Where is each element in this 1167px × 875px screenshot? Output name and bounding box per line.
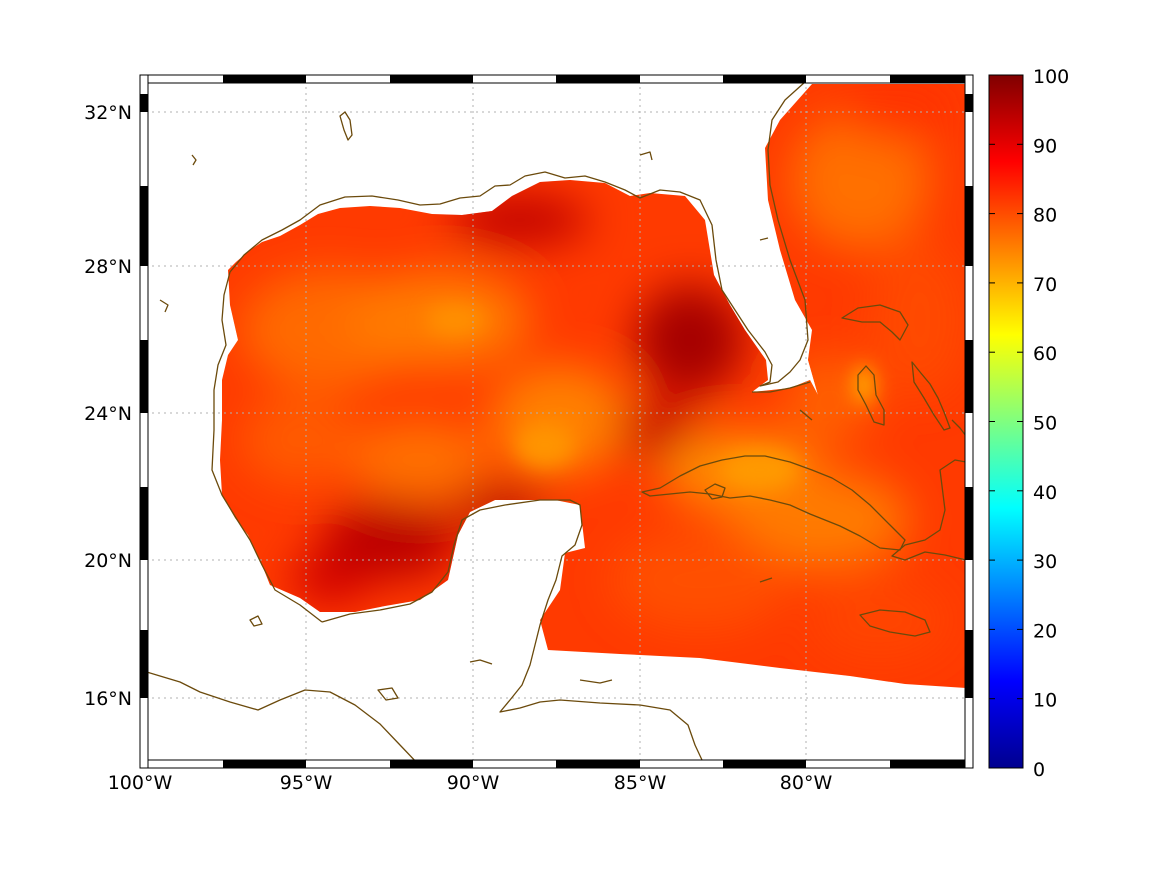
coastline — [140, 75, 967, 767]
y-tick-label: 32°N — [84, 102, 132, 124]
colorbar-tick-label: 30 — [1033, 551, 1057, 573]
colorbar-tick-label: 0 — [1033, 759, 1045, 781]
y-tick-label: 20°N — [84, 550, 132, 572]
y-tick-label: 24°N — [84, 403, 132, 425]
x-tick-label: 80°W — [780, 772, 833, 794]
x-tick-label: 100°W — [108, 772, 173, 794]
y-tick-label: 16°N — [84, 688, 132, 710]
y-tick-labels: 16°N 20°N 24°N 28°N 32°N — [84, 102, 132, 710]
heatmap-field — [220, 84, 966, 688]
colorbar-tick-label: 40 — [1033, 482, 1057, 504]
x-tick-label: 85°W — [614, 772, 667, 794]
y-tick-label: 28°N — [84, 256, 132, 278]
colorbar-tick-label: 100 — [1033, 66, 1069, 88]
x-tick-labels: 100°W 95°W 90°W 85°W 80°W — [108, 772, 833, 794]
colorbar-tick-label: 80 — [1033, 205, 1057, 227]
colorbar-tick-label: 20 — [1033, 620, 1057, 642]
colorbar-tick-label: 70 — [1033, 274, 1057, 296]
colorbar: 0 10 20 30 40 50 60 70 80 90 100 — [988, 66, 1069, 781]
colorbar-tick-label: 10 — [1033, 690, 1057, 712]
graticule — [140, 75, 973, 768]
x-tick-label: 95°W — [280, 772, 333, 794]
colorbar-tick-label: 50 — [1033, 413, 1057, 435]
colorbar-tick-label: 60 — [1033, 343, 1057, 365]
x-tick-label: 90°W — [447, 772, 500, 794]
map-frame — [139, 74, 974, 769]
colorbar-tick-label: 90 — [1033, 135, 1057, 157]
colorbar-ticks: 0 10 20 30 40 50 60 70 80 90 100 — [989, 66, 1069, 781]
